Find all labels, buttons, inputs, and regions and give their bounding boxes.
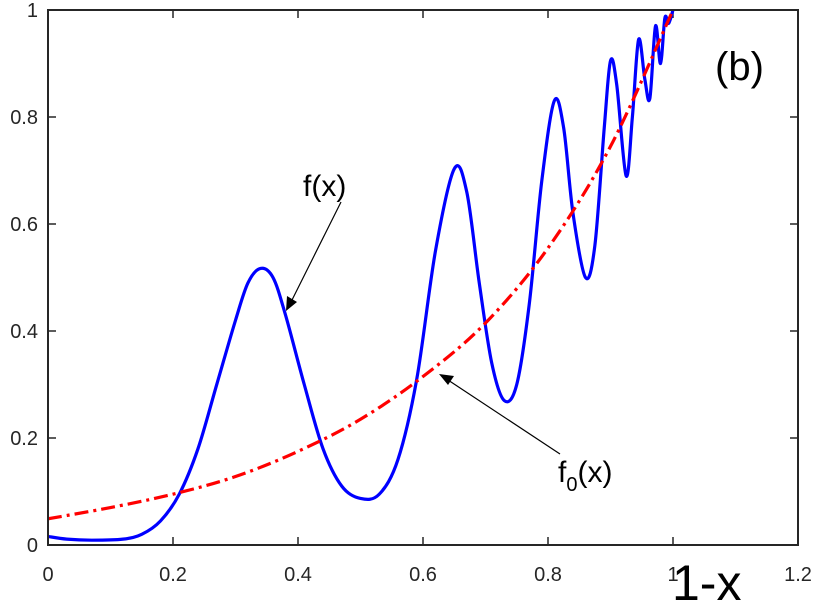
- x-tick-label: 1: [667, 564, 678, 586]
- x-axis-label: 1-x: [672, 555, 741, 602]
- annotation-f0-tail: (x): [577, 456, 612, 489]
- x-tick-label: 0.2: [159, 564, 187, 586]
- x-tick-label: 0.8: [534, 564, 562, 586]
- y-tick-label: 0.2: [10, 428, 38, 450]
- plot-area: [48, 10, 798, 545]
- y-tick-label: 0.8: [10, 107, 38, 129]
- series-f0-line: [48, 10, 675, 521]
- series-f-line: [48, 10, 675, 542]
- y-tick-label: 0: [27, 535, 38, 557]
- x-tick-label: 0: [42, 564, 53, 586]
- annotation-f0-main: f: [558, 456, 567, 489]
- annotation-f-label: f(x): [303, 170, 346, 203]
- annotation-f0-label: f0(x): [558, 456, 612, 496]
- y-tick-label: 1: [27, 0, 38, 22]
- annotation-f0-sub: 0: [566, 474, 577, 496]
- x-tick-label: 0.6: [409, 564, 437, 586]
- y-tick-label: 0.6: [10, 214, 38, 236]
- plot-frame: [47, 9, 799, 546]
- panel-label: (b): [715, 45, 764, 89]
- x-tick-label: 1.2: [784, 564, 812, 586]
- x-tick-label: 0.4: [284, 564, 312, 586]
- y-tick-label: 0.4: [10, 321, 38, 343]
- annotation-f0-arrow: [439, 374, 561, 455]
- series-layer: [48, 10, 675, 542]
- annotation-f-arrow: [286, 201, 342, 311]
- tick-labels: 0 0.2 0.4 0.6 0.8 1 1.2 0 0.2 0.4 0.6 0.8 1: [10, 0, 812, 586]
